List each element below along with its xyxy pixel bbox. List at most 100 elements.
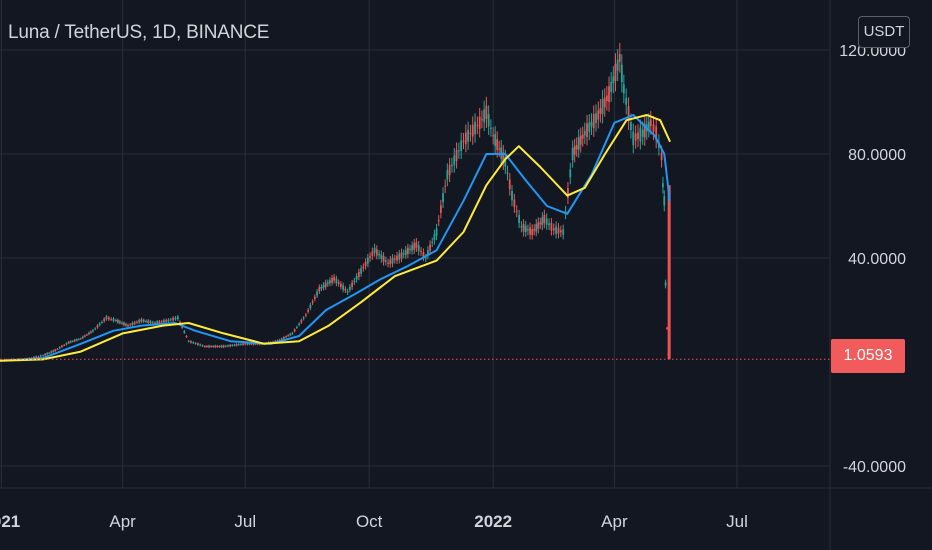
- candle-body: [320, 286, 323, 289]
- candle-body: [442, 193, 444, 203]
- candle-body: [147, 320, 150, 323]
- candle-body: [56, 348, 59, 350]
- candle-body: [69, 341, 72, 343]
- x-tick-label: Jul: [726, 512, 748, 531]
- candle-body: [248, 343, 251, 345]
- candle-body: [121, 322, 123, 324]
- candle-body: [457, 150, 460, 152]
- candle-body: [630, 122, 632, 131]
- candle-body: [311, 301, 314, 303]
- candle-body: [429, 244, 431, 251]
- candle-body: [634, 133, 637, 141]
- candle-body: [467, 129, 470, 142]
- candle-body: [351, 282, 354, 288]
- candle-body: [129, 324, 132, 326]
- candle-body: [212, 346, 215, 348]
- candle-body: [603, 97, 606, 108]
- candle-body: [487, 114, 490, 127]
- candle-body: [639, 127, 642, 142]
- candle-body: [339, 283, 342, 287]
- candle-body: [316, 291, 318, 296]
- x-tick-label: Jul: [234, 512, 256, 531]
- candle-body: [331, 277, 333, 283]
- candle-body: [439, 205, 442, 213]
- candle-body: [396, 255, 398, 261]
- candle-body: [545, 218, 548, 225]
- candle-body: [50, 351, 53, 353]
- candle-body: [285, 336, 287, 338]
- candle-body: [183, 330, 186, 333]
- candle-body: [79, 338, 82, 340]
- candle-body: [39, 355, 42, 357]
- candle-body: [278, 339, 281, 341]
- candle-body: [86, 334, 88, 336]
- candle-body: [145, 320, 147, 322]
- candle-body: [154, 322, 156, 324]
- candle-body: [567, 188, 569, 198]
- candle-body: [201, 345, 204, 347]
- candle-body: [252, 343, 255, 345]
- y-tick-label: 40.0000: [848, 251, 906, 268]
- candle-body: [127, 324, 129, 327]
- candle-body: [577, 137, 580, 150]
- candle-body: [174, 317, 177, 320]
- candle-body: [163, 320, 165, 323]
- candle-body: [586, 123, 588, 138]
- candle-body: [37, 356, 40, 358]
- candle-body: [663, 196, 666, 206]
- candle-body: [138, 320, 141, 323]
- candle-body: [119, 321, 121, 323]
- candle-body: [555, 226, 558, 234]
- candle-body: [90, 331, 92, 333]
- candle-body: [424, 257, 427, 259]
- candle-body: [520, 226, 523, 228]
- candle-body: [612, 76, 615, 83]
- candle-body: [110, 318, 113, 320]
- candle-body: [322, 284, 325, 288]
- candle-body: [194, 343, 197, 345]
- candle-body: [326, 282, 329, 285]
- candle-body: [539, 222, 542, 225]
- candle-body: [504, 156, 507, 167]
- candle-body: [620, 64, 623, 83]
- candle-body: [131, 322, 134, 325]
- candle-body: [583, 130, 586, 136]
- candle-body: [46, 353, 49, 355]
- candle-body: [588, 122, 591, 132]
- candle-body: [364, 262, 367, 267]
- ema-line: [0, 114, 671, 362]
- candle-body: [601, 99, 604, 115]
- candle-body: [92, 330, 94, 332]
- candle-body: [73, 339, 76, 342]
- candle-body: [485, 105, 488, 120]
- currency-selector-button[interactable]: USDT: [858, 16, 910, 48]
- candle-body: [506, 172, 509, 174]
- candle-body: [360, 268, 363, 274]
- candle-body: [404, 249, 407, 255]
- candle-body: [250, 343, 253, 345]
- candle-body: [149, 321, 152, 323]
- candle-body: [478, 116, 481, 129]
- x-tick-label: 2022: [474, 512, 512, 531]
- candle-body: [573, 146, 576, 155]
- candle-body: [371, 251, 374, 256]
- candle-body: [437, 220, 440, 222]
- candle-body: [254, 343, 257, 345]
- candle-body: [625, 97, 628, 105]
- candle-body: [289, 333, 292, 336]
- candle-body: [393, 258, 396, 260]
- candle-body: [335, 278, 338, 284]
- candle-body: [369, 256, 371, 259]
- candle-body: [366, 257, 369, 264]
- candle-body: [103, 318, 106, 322]
- candle-body: [508, 179, 511, 190]
- candle-body: [411, 245, 414, 251]
- candle-body: [527, 229, 529, 231]
- candle-body: [210, 345, 212, 347]
- candle-body: [83, 335, 86, 337]
- candle-body: [375, 249, 378, 256]
- candle-body: [65, 343, 68, 345]
- candle-body: [333, 277, 336, 281]
